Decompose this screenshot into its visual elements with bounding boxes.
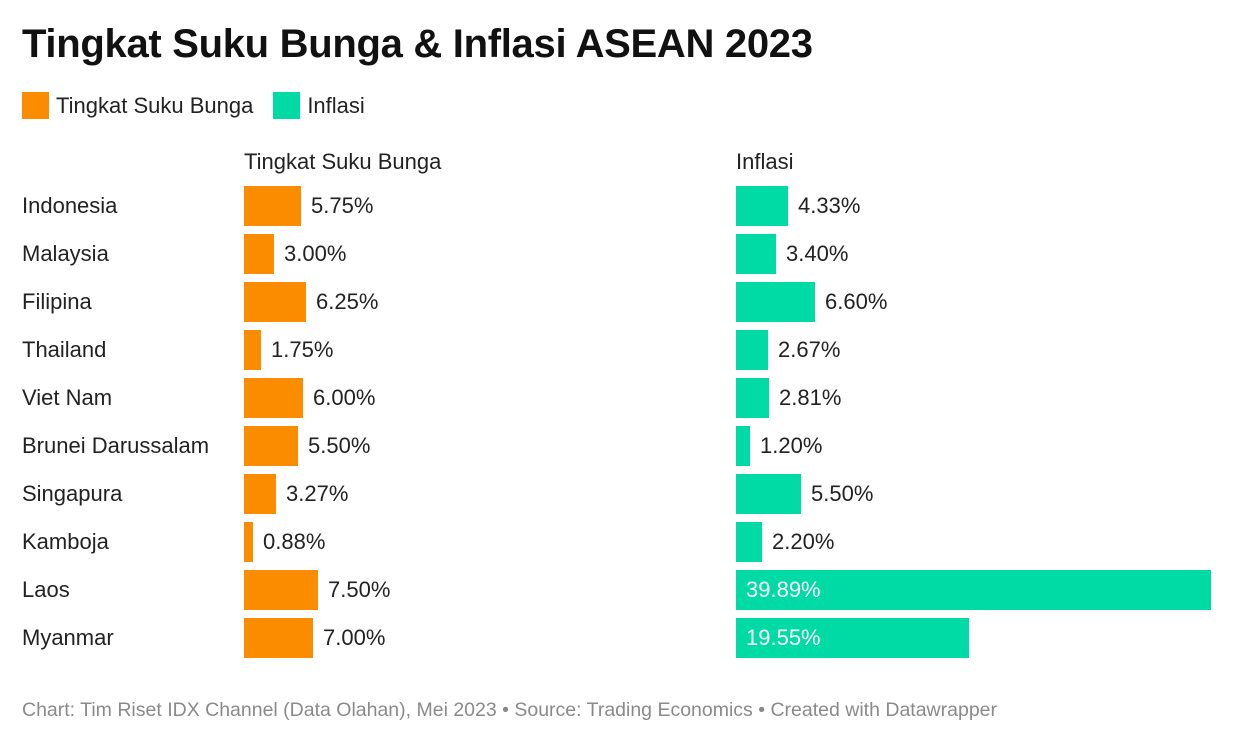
value-label-rate: 5.50% <box>308 433 371 458</box>
legend-label-inflation: Inflasi <box>307 92 365 118</box>
chart-footer: Chart: Tim Riset IDX Channel (Data Olaha… <box>22 699 997 721</box>
category-label: Viet Nam <box>22 385 113 410</box>
column-header-rate: Tingkat Suku Bunga <box>244 149 442 174</box>
value-label-rate: 7.00% <box>323 625 386 650</box>
value-label-inflation: 2.67% <box>778 337 841 362</box>
value-label-rate: 6.25% <box>316 289 379 314</box>
bar-inflation <box>736 282 815 322</box>
bar-rate <box>244 570 318 610</box>
bar-rate <box>244 186 301 226</box>
category-label: Singapura <box>22 481 123 506</box>
bar-rate <box>244 474 276 514</box>
value-label-rate: 3.27% <box>286 481 349 506</box>
bar-rate <box>244 378 303 418</box>
value-label-inflation: 1.20% <box>760 433 823 458</box>
legend-swatch-rate <box>22 92 49 119</box>
bar-inflation <box>736 330 768 370</box>
value-label-rate: 0.88% <box>263 529 326 554</box>
column-header-inflation: Inflasi <box>736 149 794 174</box>
legend-label-rate: Tingkat Suku Bunga <box>56 92 254 118</box>
value-label-rate: 3.00% <box>284 241 347 266</box>
category-label: Indonesia <box>22 193 118 218</box>
bar-inflation <box>736 474 801 514</box>
category-label: Myanmar <box>22 625 114 650</box>
bar-inflation <box>736 186 788 226</box>
value-label-inflation: 39.89% <box>746 577 821 602</box>
value-label-inflation: 2.20% <box>772 529 835 554</box>
bar-rate <box>244 282 306 322</box>
category-label: Thailand <box>22 337 107 362</box>
legend: Tingkat Suku Bunga Inflasi <box>22 92 385 119</box>
value-label-inflation: 3.40% <box>786 241 849 266</box>
bar-rate <box>244 426 298 466</box>
legend-item-rate: Tingkat Suku Bunga <box>22 92 253 119</box>
value-label-inflation: 2.81% <box>779 385 842 410</box>
bar-rate <box>244 522 253 562</box>
bar-inflation <box>736 426 750 466</box>
chart-title: Tingkat Suku Bunga & Inflasi ASEAN 2023 <box>22 22 813 66</box>
value-label-rate: 7.50% <box>328 577 391 602</box>
bar-inflation <box>736 570 1211 610</box>
bar-inflation <box>736 234 776 274</box>
value-label-rate: 1.75% <box>271 337 334 362</box>
category-label: Kamboja <box>22 529 109 554</box>
category-label: Filipina <box>22 289 92 314</box>
value-label-inflation: 5.50% <box>811 481 874 506</box>
category-label: Malaysia <box>22 241 109 266</box>
category-label: Brunei Darussalam <box>22 433 210 458</box>
value-label-rate: 5.75% <box>311 193 374 218</box>
value-label-inflation: 6.60% <box>825 289 888 314</box>
bar-inflation <box>736 618 969 658</box>
legend-swatch-inflation <box>273 92 301 119</box>
legend-item-inflation: Inflasi <box>273 92 365 119</box>
bar-rate <box>244 330 261 370</box>
bar-rate <box>244 234 274 274</box>
value-label-inflation: 19.55% <box>746 625 821 650</box>
category-label: Laos <box>22 577 70 602</box>
bar-inflation <box>736 522 762 562</box>
bar-rate <box>244 618 313 658</box>
value-label-rate: 6.00% <box>313 385 376 410</box>
bar-inflation <box>736 378 769 418</box>
value-label-inflation: 4.33% <box>798 193 861 218</box>
